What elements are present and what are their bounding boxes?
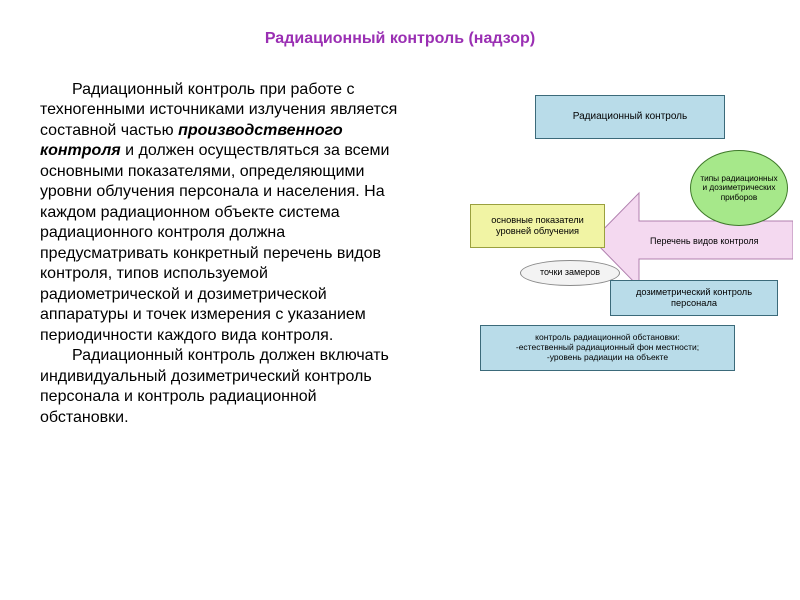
paragraph-2: Радиационный контроль должен включать ин… [40, 346, 405, 428]
box-radiation-control: Радиационный контроль [535, 95, 725, 139]
box-main-indicators: основные показатели уровней облучения [470, 204, 605, 248]
body-text: Радиационный контроль при работе с техно… [40, 80, 405, 428]
box-environment: контроль радиационной обстановки: -естес… [480, 325, 735, 371]
page-title: Радиационный контроль (надзор) [0, 30, 800, 48]
ellipse-points: точки замеров [520, 260, 620, 286]
box-dosimetric: дозиметрический контроль персонала [610, 280, 778, 316]
slide: Радиационный контроль (надзор) Радиацион… [0, 0, 800, 600]
arrow-label: Перечень видов контроля [650, 236, 758, 246]
diagram: Перечень видов контроля Радиационный кон… [425, 95, 790, 375]
circle-device-types: типы радиационных и дозиметрических приб… [690, 150, 788, 226]
paragraph-1: Радиационный контроль при работе с техно… [40, 80, 405, 346]
